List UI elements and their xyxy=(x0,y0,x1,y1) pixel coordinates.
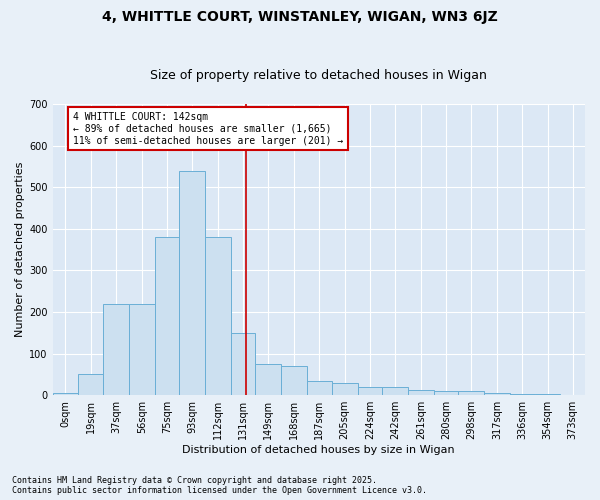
Text: 4 WHITTLE COURT: 142sqm
← 89% of detached houses are smaller (1,665)
11% of semi: 4 WHITTLE COURT: 142sqm ← 89% of detache… xyxy=(73,112,343,146)
Bar xyxy=(484,393,510,395)
Bar xyxy=(332,382,358,395)
Text: 4, WHITTLE COURT, WINSTANLEY, WIGAN, WN3 6JZ: 4, WHITTLE COURT, WINSTANLEY, WIGAN, WN3… xyxy=(102,10,498,24)
Bar xyxy=(434,391,458,395)
Bar xyxy=(408,390,434,395)
Bar xyxy=(231,333,256,395)
Title: Size of property relative to detached houses in Wigan: Size of property relative to detached ho… xyxy=(151,69,487,82)
Bar xyxy=(179,170,205,395)
Bar xyxy=(79,374,103,395)
Bar xyxy=(307,380,332,395)
X-axis label: Distribution of detached houses by size in Wigan: Distribution of detached houses by size … xyxy=(182,445,455,455)
Text: Contains HM Land Registry data © Crown copyright and database right 2025.
Contai: Contains HM Land Registry data © Crown c… xyxy=(12,476,427,495)
Bar xyxy=(129,304,155,395)
Bar xyxy=(53,393,79,395)
Bar xyxy=(281,366,307,395)
Bar xyxy=(205,237,231,395)
Bar xyxy=(458,391,484,395)
Bar xyxy=(256,364,281,395)
Bar xyxy=(103,304,129,395)
Bar xyxy=(510,394,535,395)
Bar xyxy=(155,237,179,395)
Bar xyxy=(382,387,408,395)
Bar xyxy=(358,387,382,395)
Y-axis label: Number of detached properties: Number of detached properties xyxy=(15,162,25,338)
Bar xyxy=(535,394,560,395)
